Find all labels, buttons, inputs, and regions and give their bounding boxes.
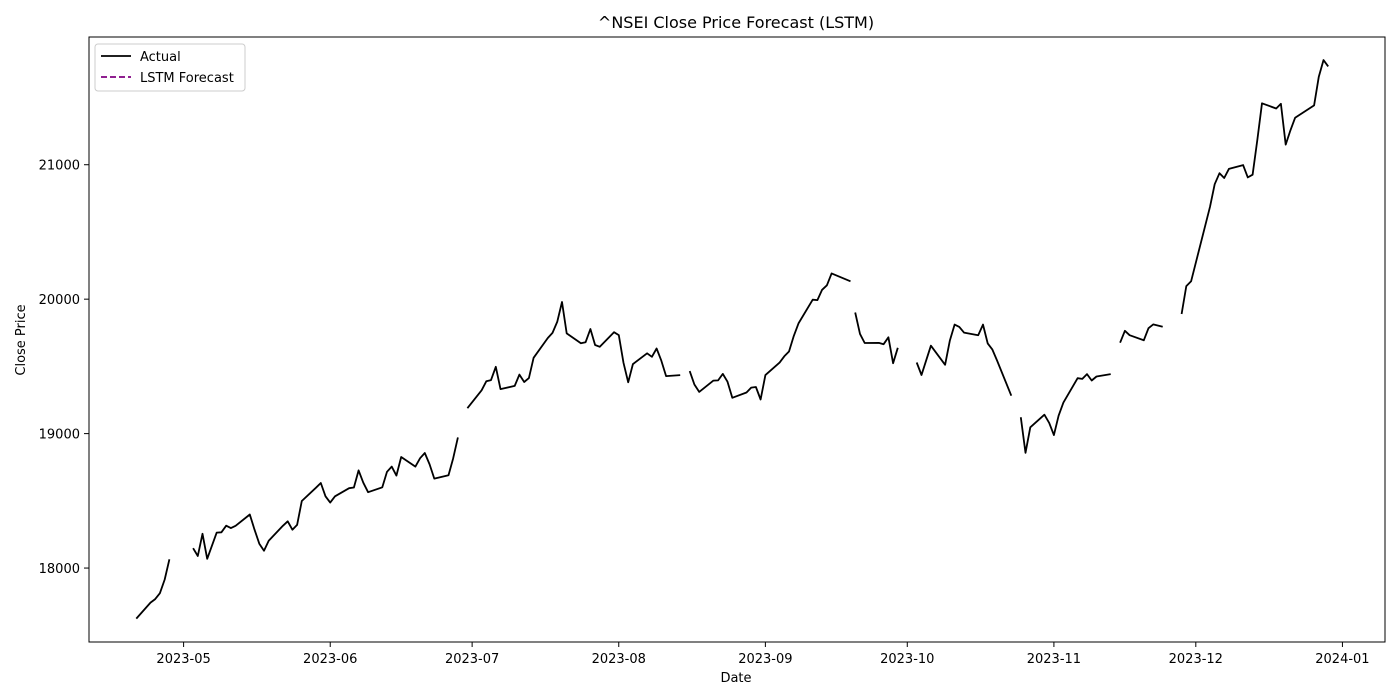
y-tick-label: 20000 (39, 293, 80, 308)
x-tick-label: 2024-01 (1315, 652, 1369, 667)
y-tick-label: 18000 (39, 562, 80, 577)
legend-label-lstm-forecast: LSTM Forecast (140, 71, 234, 86)
x-tick-label: 2023-09 (738, 652, 792, 667)
plot-frame (88, 36, 1386, 643)
series-line-actual (1119, 323, 1163, 344)
series-line-actual (135, 559, 171, 620)
y-axis: 18000 19000 20000 21000 (39, 159, 89, 577)
x-axis-title: Date (720, 671, 751, 686)
y-axis-title: Close Price (14, 304, 29, 375)
x-tick-label: 2023-08 (592, 652, 646, 667)
y-tick-label: 19000 (39, 428, 80, 443)
series-line-actual (688, 272, 851, 401)
legend-label-actual: Actual (140, 50, 181, 65)
x-tick-label: 2023-07 (445, 652, 499, 667)
series-line-actual (1019, 373, 1111, 454)
x-tick-label: 2023-11 (1027, 652, 1081, 667)
x-tick-label: 2023-06 (303, 652, 357, 667)
series-line-actual (915, 323, 1013, 397)
series-line-actual (854, 312, 899, 365)
chart-title: ^NSEI Close Price Forecast (LSTM) (598, 13, 874, 32)
legend-box (94, 43, 246, 92)
x-tick-label: 2023-05 (156, 652, 210, 667)
x-tick-label: 2023-10 (880, 652, 934, 667)
series-layer (135, 59, 1329, 620)
y-tick-label: 21000 (39, 159, 80, 174)
legend: Actual LSTM Forecast (94, 43, 246, 92)
plot-area (89, 37, 1385, 642)
series-line-actual (192, 437, 459, 560)
series-line-actual (1180, 59, 1329, 315)
series-line-actual (466, 301, 681, 409)
x-axis: 2023-05 2023-06 2023-07 2023-08 2023-09 2023-… (156, 642, 1370, 667)
x-tick-label: 2023-12 (1169, 652, 1223, 667)
